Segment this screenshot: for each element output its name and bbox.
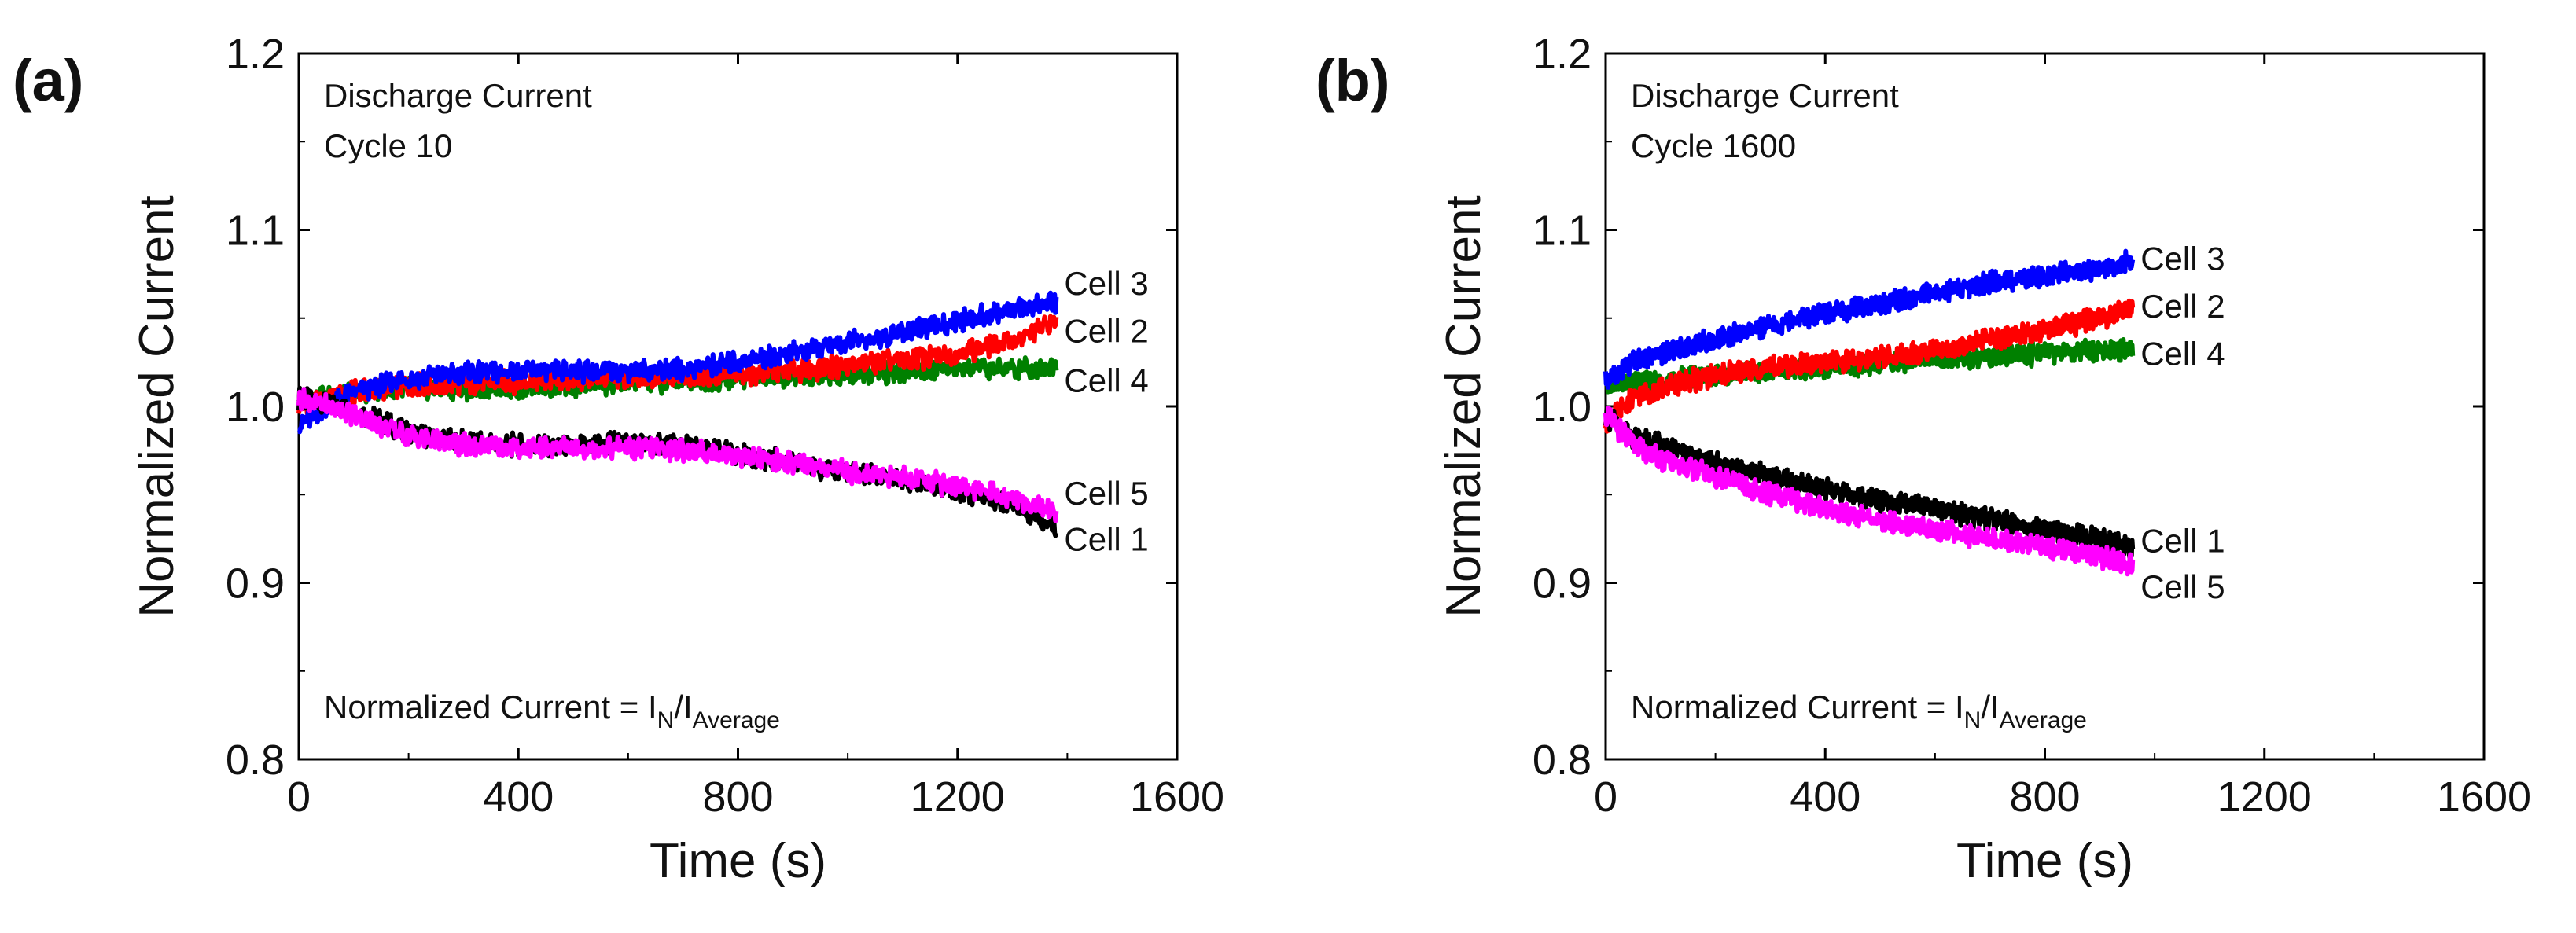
x-tick-label: 1200 — [2217, 773, 2312, 821]
series-label-cell-3: Cell 3 — [1064, 265, 1148, 302]
formula-text: Normalized Current = I — [324, 689, 657, 725]
series-label-cell-5: Cell 5 — [1064, 475, 1148, 512]
panel-a: 0 400 800 1200 1600 0.8 0.9 1.0 1.1 1.2 Time (s) No… — [13, 31, 1224, 888]
x-tick-label: 400 — [1790, 773, 1860, 821]
annotation-line: Discharge Current — [1631, 77, 1899, 114]
series-line-cell-1 — [296, 385, 1059, 538]
y-tick-label: 1.0 — [1533, 384, 1592, 431]
series-label-cell-3: Cell 3 — [2140, 240, 2225, 277]
y-tick-label: 1.2 — [226, 31, 285, 78]
series-line-cell-5 — [1603, 406, 2136, 577]
formula-text: Normalized Current = I — [1631, 689, 1964, 725]
formula-subscript: N — [657, 707, 675, 733]
series-label-cell-1: Cell 1 — [2140, 523, 2225, 560]
formula-text: /I — [1981, 689, 1999, 725]
series-line-cell-3 — [1603, 248, 2136, 390]
y-tick-label: 1.1 — [226, 208, 285, 255]
x-tick-label: 0 — [287, 773, 311, 821]
annotation-line: Cycle 1600 — [1631, 127, 1796, 164]
annotation-line: Cycle 10 — [324, 127, 452, 164]
series-label-cell-4: Cell 4 — [1064, 362, 1148, 399]
x-axis-label: Time (s) — [1956, 834, 2133, 888]
y-tick-label: 0.9 — [1533, 560, 1592, 608]
y-tick-label: 1.2 — [1533, 31, 1592, 78]
y-tick-label: 1.0 — [226, 384, 285, 431]
formula-annotation: Normalized Current = IN/IAverage — [324, 689, 780, 733]
series-line-cell-1 — [1603, 406, 2136, 561]
formula-annotation: Normalized Current = IN/IAverage — [1631, 689, 2087, 733]
formula-subscript: N — [1964, 707, 1982, 733]
series-label-cell-1: Cell 1 — [1064, 520, 1148, 557]
formula-subscript: Average — [693, 707, 780, 733]
series-line-cell-5 — [296, 387, 1059, 523]
series-line-cell-2 — [1603, 298, 2136, 434]
y-axis-label: Normalized Current — [1437, 195, 1491, 618]
y-tick-label: 0.8 — [226, 736, 285, 784]
x-tick-label: 0 — [1594, 773, 1617, 821]
y-tick-label: 1.1 — [1533, 208, 1592, 255]
y-tick-label: 0.9 — [226, 560, 285, 608]
series-line-cell-3 — [297, 290, 1059, 435]
x-tick-label: 400 — [483, 773, 554, 821]
series-label-cell-2: Cell 2 — [1064, 312, 1148, 349]
panel-b: 0 400 800 1200 1600 0.8 0.9 1.0 1.1 1.2 Time (s) No… — [1316, 31, 2531, 888]
formula-text: /I — [674, 689, 692, 725]
x-tick-label: 1600 — [1130, 773, 1224, 821]
panel-label: (a) — [13, 48, 83, 113]
series-label-cell-4: Cell 4 — [2140, 336, 2225, 373]
annotation-line: Discharge Current — [324, 77, 592, 114]
series-label-cell-5: Cell 5 — [2140, 568, 2225, 605]
x-tick-label: 1600 — [2437, 773, 2531, 821]
series-label-cell-2: Cell 2 — [2140, 288, 2225, 325]
panel-label: (b) — [1316, 48, 1390, 113]
x-axis-label: Time (s) — [650, 834, 826, 888]
x-tick-label: 800 — [2009, 773, 2080, 821]
x-tick-label: 800 — [702, 773, 773, 821]
y-tick-label: 0.8 — [1533, 736, 1592, 784]
formula-subscript: Average — [2000, 707, 2087, 733]
y-axis-label: Normalized Current — [130, 195, 184, 618]
x-tick-label: 1200 — [911, 773, 1005, 821]
